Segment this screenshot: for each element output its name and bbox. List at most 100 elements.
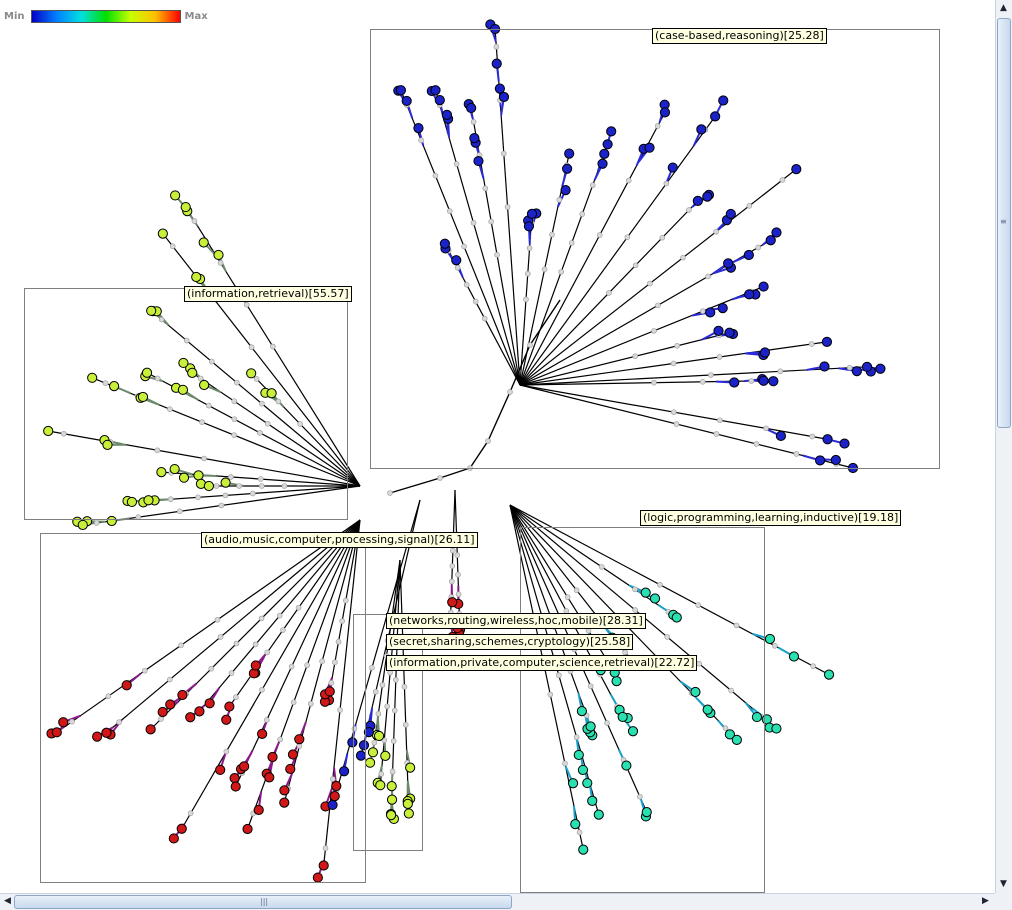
document-node[interactable]	[771, 227, 782, 238]
document-node[interactable]	[758, 281, 769, 292]
document-node[interactable]	[567, 778, 579, 789]
document-node[interactable]	[570, 818, 581, 830]
document-node[interactable]	[587, 795, 598, 806]
document-node[interactable]	[264, 772, 275, 783]
document-node[interactable]	[731, 734, 742, 745]
horizontal-scroll-thumb[interactable]: |||	[14, 895, 512, 909]
document-node[interactable]	[577, 764, 589, 776]
document-node[interactable]	[220, 477, 231, 488]
document-node[interactable]	[165, 699, 176, 710]
document-node[interactable]	[582, 777, 593, 789]
document-node[interactable]	[203, 480, 214, 492]
document-node[interactable]	[215, 764, 226, 775]
scroll-down-button[interactable]: ▼	[1000, 879, 1007, 889]
document-node[interactable]	[194, 706, 205, 717]
document-node[interactable]	[180, 201, 191, 213]
document-node[interactable]	[441, 109, 453, 120]
document-node[interactable]	[294, 734, 305, 745]
document-node[interactable]	[621, 760, 632, 771]
document-node[interactable]	[92, 731, 103, 742]
document-node[interactable]	[168, 833, 179, 844]
document-node[interactable]	[861, 361, 873, 372]
document-node[interactable]	[363, 727, 374, 738]
document-node[interactable]	[758, 375, 769, 386]
document-node[interactable]	[617, 711, 628, 723]
document-node[interactable]	[640, 587, 651, 598]
document-node[interactable]	[447, 597, 458, 608]
tree-graph[interactable]	[0, 0, 995, 893]
document-node[interactable]	[724, 729, 735, 740]
document-node[interactable]	[744, 289, 755, 300]
document-node[interactable]	[821, 336, 833, 347]
document-node[interactable]	[696, 124, 707, 135]
document-node[interactable]	[385, 810, 397, 821]
document-node[interactable]	[178, 472, 190, 483]
document-node[interactable]	[667, 162, 678, 173]
document-node[interactable]	[403, 808, 414, 819]
document-node[interactable]	[729, 377, 740, 388]
document-node[interactable]	[599, 148, 610, 159]
document-node[interactable]	[451, 255, 462, 266]
document-node[interactable]	[490, 23, 501, 35]
cluster-label-information-retrieval[interactable]: (information,retrieval)[55.57]	[184, 286, 352, 302]
document-node[interactable]	[611, 676, 622, 687]
document-node[interactable]	[491, 58, 502, 69]
document-node[interactable]	[380, 750, 391, 761]
document-node[interactable]	[523, 221, 535, 232]
document-node[interactable]	[285, 763, 296, 775]
document-node[interactable]	[717, 303, 728, 314]
document-node[interactable]	[367, 747, 379, 758]
document-node[interactable]	[102, 439, 113, 451]
document-node[interactable]	[266, 388, 277, 399]
document-node[interactable]	[386, 794, 398, 805]
document-node[interactable]	[347, 737, 358, 748]
scroll-up-button[interactable]: ▲	[1000, 3, 1007, 13]
document-node[interactable]	[375, 780, 386, 791]
document-node[interactable]	[177, 384, 189, 395]
horizontal-scrollbar[interactable]: ◀ ||| ▶	[0, 893, 995, 910]
document-node[interactable]	[413, 122, 424, 134]
document-node[interactable]	[564, 148, 575, 159]
document-node[interactable]	[765, 235, 776, 246]
document-node[interactable]	[185, 712, 196, 723]
document-node[interactable]	[358, 740, 370, 751]
document-node[interactable]	[109, 381, 120, 392]
document-node[interactable]	[58, 717, 69, 728]
document-node[interactable]	[170, 190, 181, 201]
document-node[interactable]	[253, 804, 264, 816]
document-node[interactable]	[473, 155, 484, 167]
document-node[interactable]	[573, 749, 584, 761]
document-node[interactable]	[743, 249, 754, 261]
document-node[interactable]	[373, 730, 385, 742]
document-node[interactable]	[257, 728, 268, 739]
vertical-scroll-thumb[interactable]: ≡	[997, 18, 1011, 428]
document-node[interactable]	[775, 430, 787, 442]
cluster-label-secret[interactable]: (secret,sharing,schemes,cryptology)[25.5…	[386, 634, 634, 650]
document-node[interactable]	[641, 807, 652, 818]
document-node[interactable]	[560, 184, 571, 196]
document-node[interactable]	[819, 361, 830, 372]
vertical-scrollbar[interactable]: ▲ ≡ ▼	[995, 0, 1012, 893]
document-node[interactable]	[224, 701, 235, 712]
document-node[interactable]	[230, 781, 241, 792]
document-node[interactable]	[121, 680, 132, 691]
document-node[interactable]	[101, 727, 112, 738]
document-node[interactable]	[178, 357, 189, 369]
document-node[interactable]	[768, 376, 779, 387]
document-node[interactable]	[318, 860, 329, 871]
document-node[interactable]	[157, 706, 168, 718]
document-node[interactable]	[627, 726, 639, 737]
document-node[interactable]	[723, 258, 734, 269]
document-node[interactable]	[199, 379, 210, 391]
document-node[interactable]	[791, 164, 802, 175]
document-node[interactable]	[469, 133, 480, 144]
document-node[interactable]	[405, 762, 416, 773]
document-node[interactable]	[198, 237, 209, 248]
document-node[interactable]	[157, 228, 168, 239]
document-node[interactable]	[169, 463, 180, 475]
document-node[interactable]	[329, 791, 340, 802]
cluster-label-logic[interactable]: (logic,programming,learning,inductive)[1…	[640, 510, 902, 526]
document-node[interactable]	[713, 325, 724, 336]
document-node[interactable]	[187, 367, 198, 378]
document-node[interactable]	[751, 711, 763, 723]
